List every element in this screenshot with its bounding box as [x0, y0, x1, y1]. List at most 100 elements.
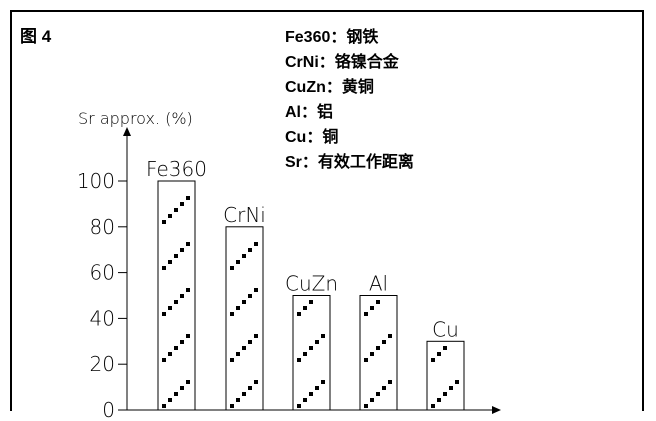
- y-tick-label: 100: [77, 169, 115, 193]
- y-ticks: 0 20 40 60 80 100: [77, 169, 127, 421]
- hatch-dot: [370, 306, 374, 310]
- bar-label: Fe360: [146, 157, 207, 181]
- hatch-dot: [236, 260, 240, 264]
- hatch-dot: [162, 312, 166, 316]
- hatch-dot: [370, 352, 374, 356]
- figure-frame: [10, 10, 644, 411]
- hatch-dot: [174, 392, 178, 396]
- hatch-dot: [437, 398, 441, 402]
- hatch-dot: [230, 266, 234, 270]
- hatch-dot: [168, 306, 172, 310]
- hatch-dot: [242, 254, 246, 258]
- hatch-dot: [376, 346, 380, 350]
- bar-label: Cu: [432, 317, 459, 341]
- y-tick-label: 80: [90, 215, 115, 239]
- bar: [157, 180, 196, 411]
- hatch-dot: [248, 340, 252, 344]
- hatch-dot: [455, 380, 459, 384]
- hatch-dot: [242, 392, 246, 396]
- hatch-dot: [186, 196, 190, 200]
- hatch-dot: [248, 294, 252, 298]
- hatch-dot: [186, 380, 190, 384]
- hatch-dot: [297, 358, 301, 362]
- hatch-dot: [254, 242, 258, 246]
- hatch-dot: [236, 352, 240, 356]
- hatch-dot: [168, 214, 172, 218]
- hatch-dot: [388, 334, 392, 338]
- y-tick-label: 40: [90, 306, 115, 330]
- hatch-dot: [162, 358, 166, 362]
- hatch-dot: [180, 294, 184, 298]
- figure-label: 图 4: [20, 27, 52, 46]
- hatch-dot: [174, 254, 178, 258]
- hatch-dot: [309, 300, 313, 304]
- hatch-dot: [248, 248, 252, 252]
- legend-line: CrNi：铬镍合金: [285, 52, 400, 71]
- hatch-dot: [174, 346, 178, 350]
- bars: [157, 180, 465, 411]
- hatch-dot: [443, 346, 447, 350]
- bar-label: CrNi: [223, 203, 266, 227]
- hatch-dot: [254, 334, 258, 338]
- hatch-dot: [376, 300, 380, 304]
- y-tick-label: 60: [90, 261, 115, 285]
- hatch-dot: [364, 358, 368, 362]
- hatch-dot: [437, 352, 441, 356]
- hatch-dot: [168, 260, 172, 264]
- hatch-dot: [168, 352, 172, 356]
- hatch-dot: [242, 300, 246, 304]
- hatch-dot: [297, 312, 301, 316]
- hatch-dot: [180, 202, 184, 206]
- hatch-dot: [254, 288, 258, 292]
- hatch-dot: [303, 398, 307, 402]
- bar-label: Al: [369, 272, 388, 296]
- bar-label: CuZn: [285, 272, 338, 296]
- hatch-dot: [162, 404, 166, 408]
- legend-line: Sr：有效工作距离: [285, 152, 414, 171]
- hatch-dot: [431, 358, 435, 362]
- hatch-dot: [431, 404, 435, 408]
- hatch-dot: [376, 392, 380, 396]
- hatch-dot: [174, 300, 178, 304]
- hatch-dot: [186, 242, 190, 246]
- legend-line: CuZn：黄铜: [285, 77, 374, 96]
- legend-line: Al：铝: [285, 102, 333, 121]
- hatch-dot: [309, 392, 313, 396]
- hatch-dot: [186, 334, 190, 338]
- hatch-dot: [382, 340, 386, 344]
- hatch-dot: [364, 312, 368, 316]
- hatch-dot: [236, 306, 240, 310]
- hatch-dot: [162, 220, 166, 224]
- hatch-dot: [180, 248, 184, 252]
- hatch-dot: [236, 398, 240, 402]
- bar: [426, 340, 465, 411]
- hatch-dot: [180, 340, 184, 344]
- hatch-dot: [382, 386, 386, 390]
- hatch-dot: [254, 380, 258, 384]
- hatch-dot: [230, 358, 234, 362]
- y-axis-label: Sr approx. (%): [78, 109, 193, 128]
- hatch-dot: [162, 266, 166, 270]
- hatch-dot: [174, 208, 178, 212]
- hatch-dot: [248, 386, 252, 390]
- hatch-dot: [315, 340, 319, 344]
- hatch-dot: [315, 386, 319, 390]
- hatch-dot: [309, 346, 313, 350]
- hatch-dot: [230, 312, 234, 316]
- bar-labels: Fe360 CrNi CuZn Al Cu: [146, 157, 459, 341]
- hatch-dot: [321, 334, 325, 338]
- hatch-dot: [449, 386, 453, 390]
- legend-line: Cu：铜: [285, 127, 338, 146]
- hatch-dot: [180, 386, 184, 390]
- hatch-dot: [303, 306, 307, 310]
- hatch-dot: [443, 392, 447, 396]
- hatch-dot: [388, 380, 392, 384]
- hatch-dot: [168, 398, 172, 402]
- hatch-dot: [297, 404, 301, 408]
- hatch-dot: [186, 288, 190, 292]
- hatch-dot: [370, 398, 374, 402]
- hatch-dot: [242, 346, 246, 350]
- legend-line: Fe360：钢铁: [285, 27, 378, 46]
- hatch-dot: [303, 352, 307, 356]
